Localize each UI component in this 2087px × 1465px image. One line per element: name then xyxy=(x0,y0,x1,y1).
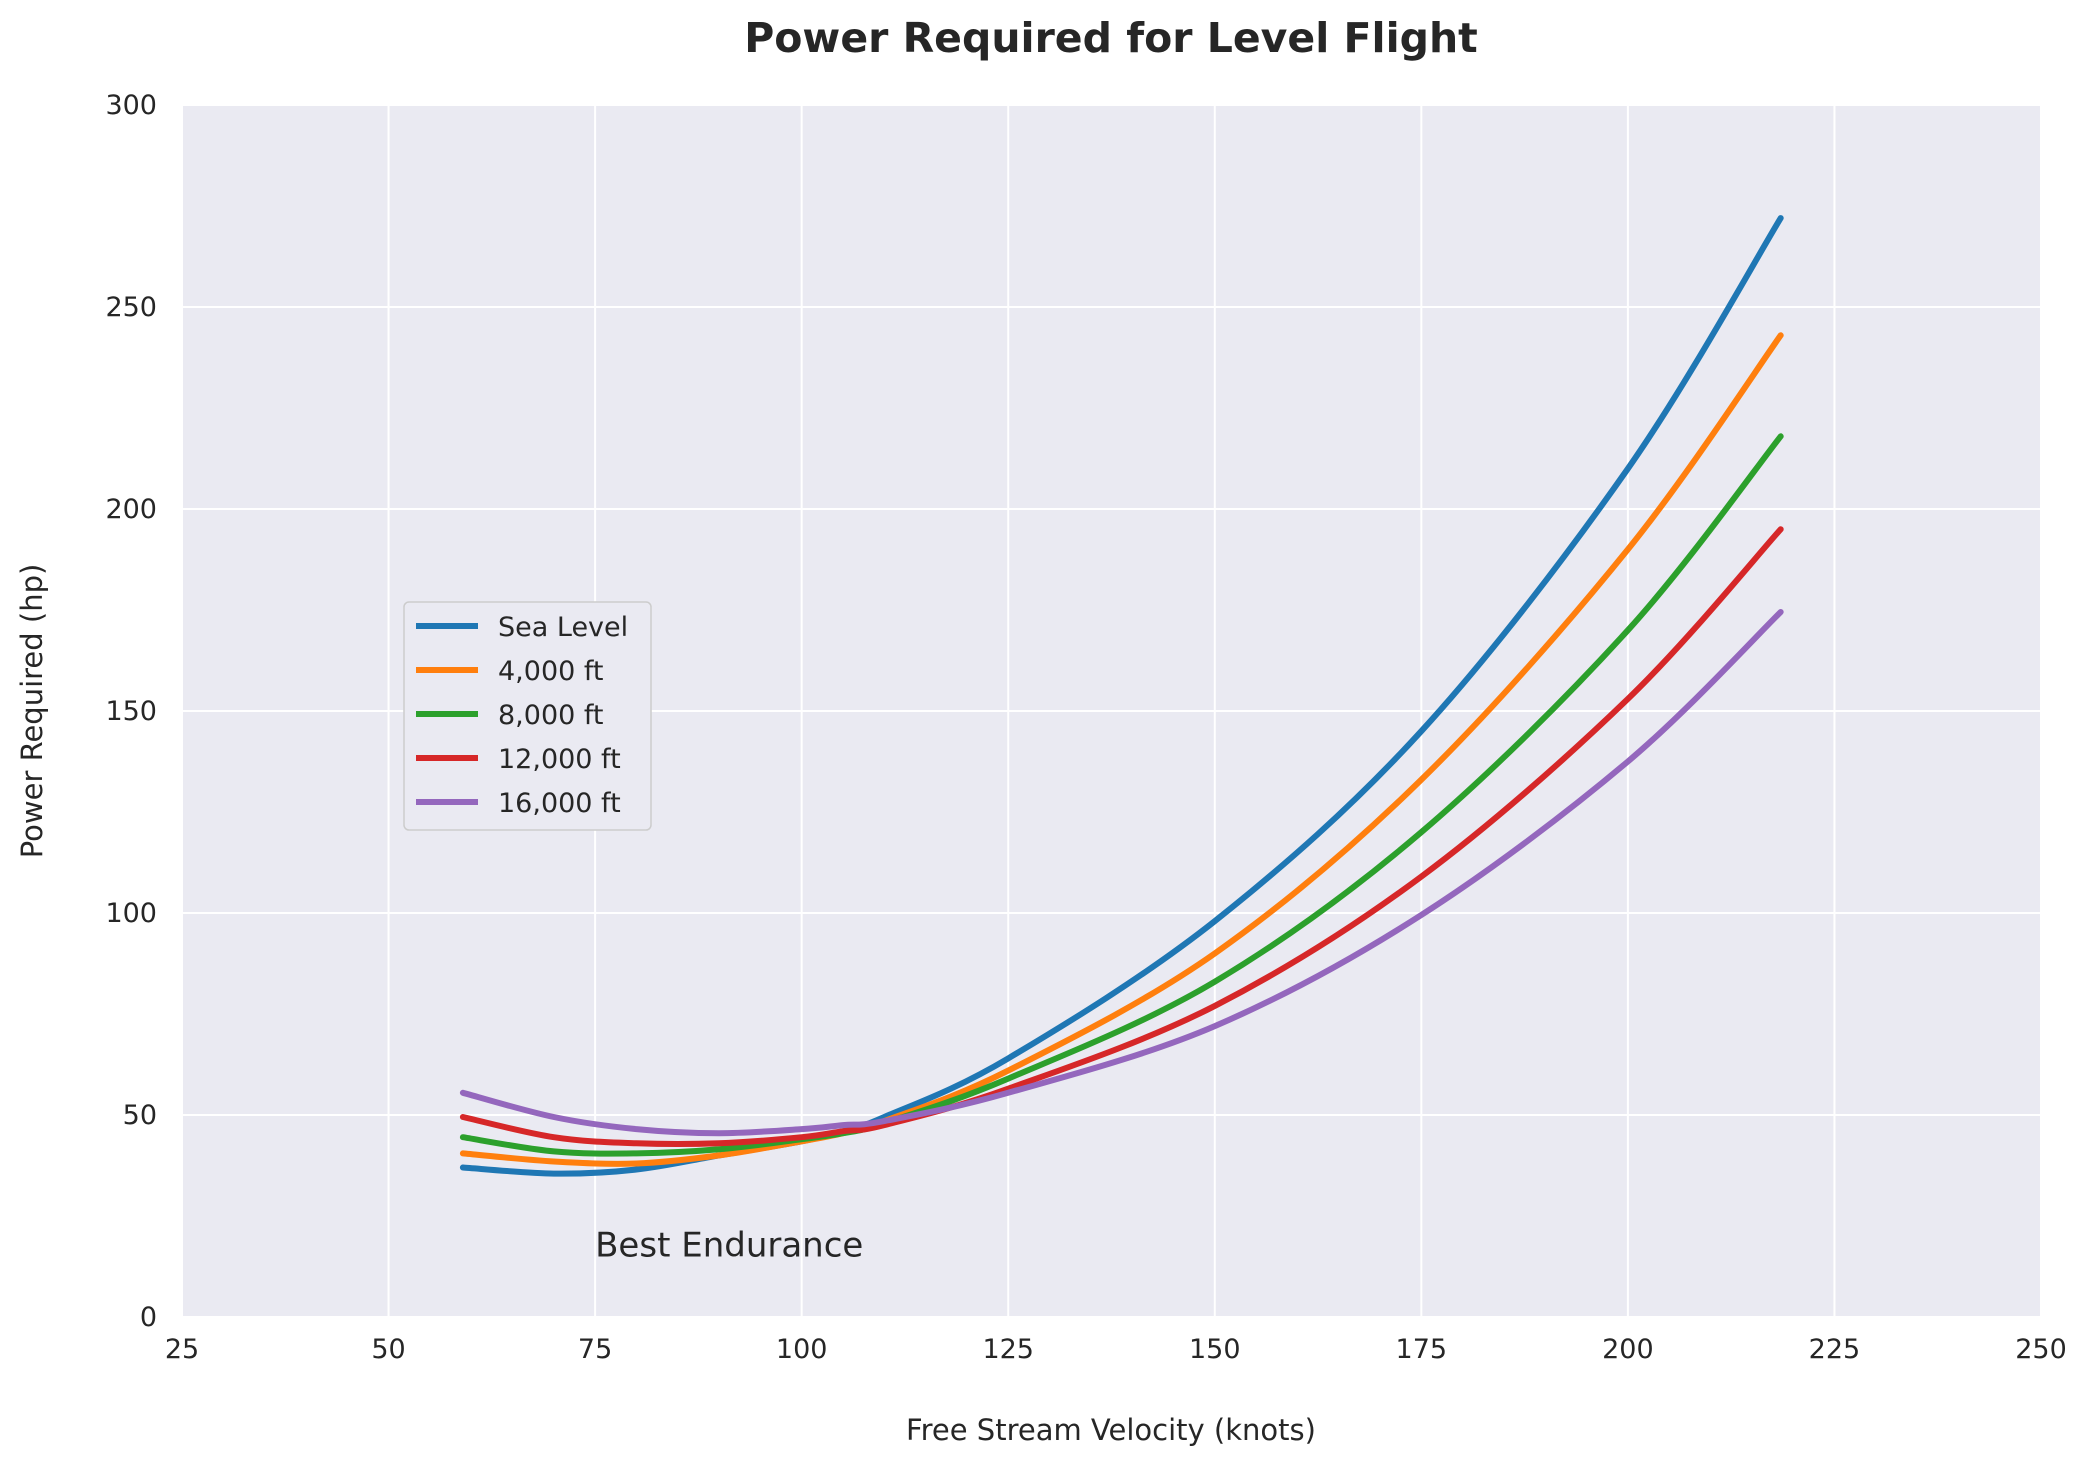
x-tick-label: 225 xyxy=(1809,1334,1861,1365)
legend: Sea Level 4,000 ft 8,000 ft 12,000 ft 16,000… xyxy=(403,601,652,831)
x-tick-labels: 25 50 75 100 125 150 175 200 225 250 xyxy=(165,1334,2067,1365)
best-endurance-annotation: Best Endurance xyxy=(595,1225,863,1265)
legend-entry: 12,000 ft xyxy=(498,744,621,775)
x-tick-label: 175 xyxy=(1396,1334,1448,1365)
y-tick-label: 250 xyxy=(105,292,157,323)
legend-entry: 16,000 ft xyxy=(498,788,621,819)
x-tick-label: 25 xyxy=(165,1334,199,1365)
y-axis-label: Power Required (hp) xyxy=(15,564,49,859)
series-line-4 xyxy=(459,609,1784,1137)
x-tick-label: 125 xyxy=(982,1334,1034,1365)
x-tick-label: 250 xyxy=(2015,1334,2067,1365)
gridlines xyxy=(181,104,2042,1318)
series-lines xyxy=(459,215,1784,1177)
y-tick-label: 100 xyxy=(105,898,157,929)
chart-title: Power Required for Level Flight xyxy=(744,14,1478,62)
x-axis-label: Free Stream Velocity (knots) xyxy=(906,1413,1316,1447)
legend-entry: 4,000 ft xyxy=(498,656,604,687)
legend-frame xyxy=(403,601,652,831)
series-line-2 xyxy=(459,433,1784,1157)
x-tick-label: 75 xyxy=(578,1334,612,1365)
y-tick-label: 0 xyxy=(140,1302,157,1333)
x-tick-label: 200 xyxy=(1602,1334,1654,1365)
legend-entry: 8,000 ft xyxy=(498,700,604,731)
series-line-0 xyxy=(459,215,1784,1177)
y-tick-label: 200 xyxy=(105,494,157,525)
legend-entry: Sea Level xyxy=(498,612,628,643)
y-tick-label: 50 xyxy=(123,1100,157,1131)
x-tick-label: 50 xyxy=(371,1334,405,1365)
y-tick-label: 150 xyxy=(105,696,157,727)
series-line-1 xyxy=(459,332,1784,1167)
y-tick-labels: 0 50 100 150 200 250 300 xyxy=(105,90,157,1333)
x-tick-label: 100 xyxy=(776,1334,828,1365)
x-tick-label: 150 xyxy=(1189,1334,1241,1365)
y-tick-label: 300 xyxy=(105,90,157,121)
